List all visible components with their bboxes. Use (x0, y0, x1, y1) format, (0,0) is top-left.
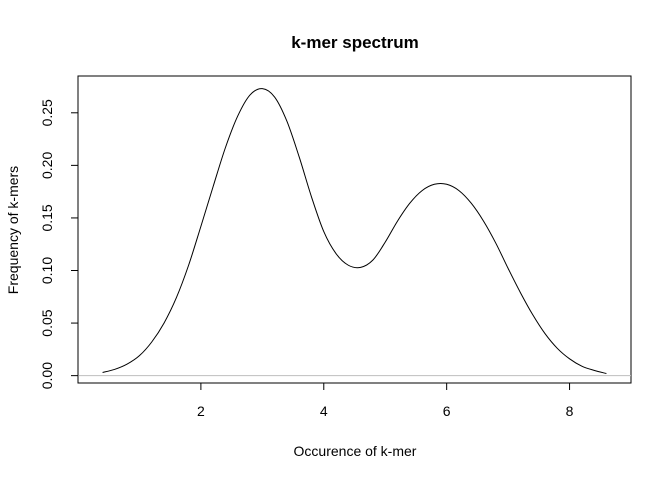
x-tick-label: 2 (197, 403, 205, 419)
x-axis: 2 4 6 8 (197, 382, 574, 419)
y-axis: 0.00 0.05 0.10 0.15 0.20 0.25 (39, 99, 79, 389)
chart-title: k-mer spectrum (291, 33, 419, 52)
x-tick-label: 4 (320, 403, 328, 419)
y-axis-label: Frequency of k-mers (5, 166, 21, 294)
x-tick-label: 6 (443, 403, 451, 419)
y-tick-label: 0.00 (39, 362, 55, 389)
x-axis-label: Occurence of k-mer (294, 443, 417, 459)
series-line (102, 88, 607, 375)
x-tick-label: 8 (566, 403, 574, 419)
y-tick-label: 0.15 (39, 204, 55, 231)
y-tick-label: 0.10 (39, 257, 55, 284)
y-tick-label: 0.25 (39, 99, 55, 126)
y-tick-label: 0.20 (39, 152, 55, 179)
y-tick-label: 0.05 (39, 309, 55, 336)
